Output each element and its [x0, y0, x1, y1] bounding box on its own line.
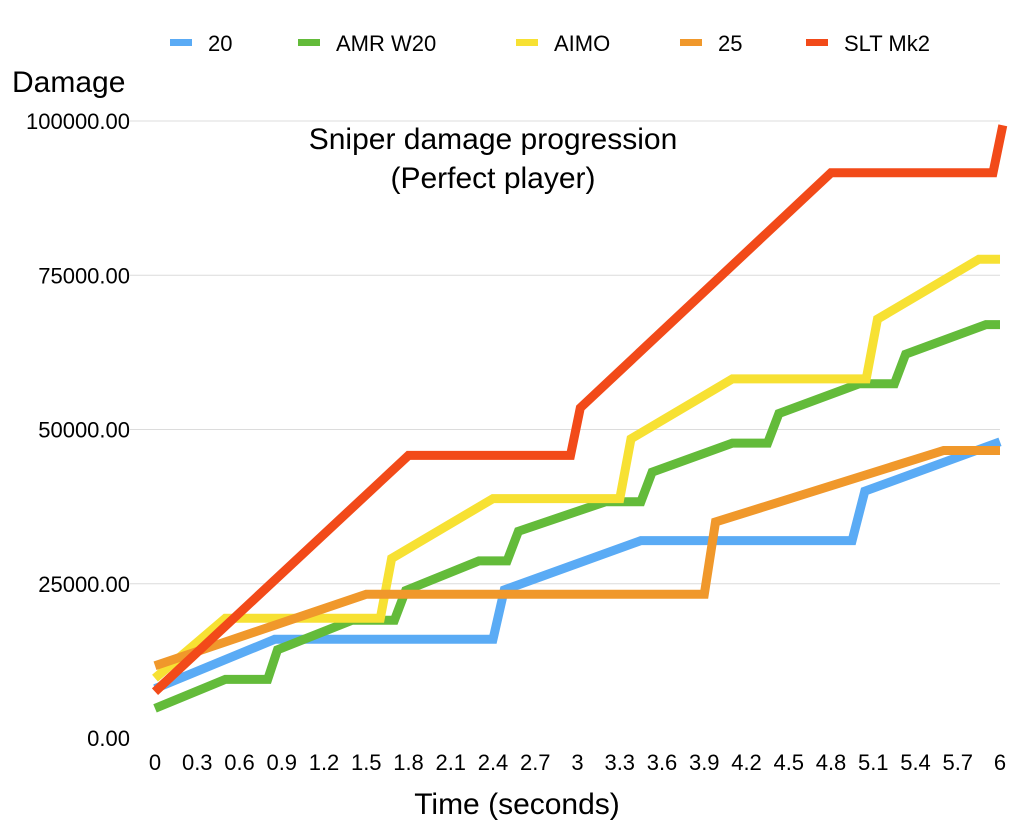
series-line-25: [153, 446, 1000, 671]
y-tick-label: 50000.00: [38, 418, 130, 443]
legend-swatch: [516, 39, 538, 46]
x-tick-label: 3.3: [604, 750, 635, 775]
legend-label: AMR W20: [336, 31, 436, 56]
legend-swatch: [680, 39, 702, 46]
legend-label: SLT Mk2: [844, 31, 930, 56]
y-axis-tick-labels: 0.00 25000.00 50000.00 75000.00 100000.00: [26, 109, 130, 751]
x-tick-label: 4.5: [773, 750, 804, 775]
chart-subtitle: (Perfect player): [390, 162, 595, 195]
x-axis-tick-labels: 0 0.3 0.6 0.9 1.2 1.5 1.8 2.1 2.4 2.7 3 3.3 3.6 3.9 4.…: [149, 750, 1006, 775]
x-tick-label: 5.7: [942, 750, 973, 775]
x-tick-label: 3.9: [689, 750, 720, 775]
x-axis-title: Time (seconds): [414, 788, 620, 821]
series-line-amr-w20: [153, 320, 1000, 713]
x-tick-label: 6: [994, 750, 1006, 775]
legend-label: 25: [718, 31, 742, 56]
gridlines: [130, 120, 1000, 585]
x-tick-label: 2.4: [478, 750, 509, 775]
series-lines: [151, 124, 1008, 713]
x-tick-label: 5.4: [900, 750, 931, 775]
x-tick-label: 1.8: [393, 750, 424, 775]
legend: 20 AMR W20 AIMO 25 SLT Mk2: [170, 31, 930, 56]
x-tick-label: 0: [149, 750, 161, 775]
legend-label: 20: [208, 31, 232, 56]
y-tick-label: 100000.00: [26, 109, 130, 134]
y-tick-label: 0.00: [87, 726, 130, 751]
legend-swatch: [806, 39, 828, 46]
x-tick-label: 3: [571, 750, 583, 775]
legend-label: AIMO: [554, 31, 610, 56]
legend-swatch: [170, 39, 192, 46]
y-tick-label: 75000.00: [38, 263, 130, 288]
series-line-aimo: [152, 254, 1000, 682]
x-tick-label: 2.7: [520, 750, 551, 775]
x-tick-label: 1.2: [309, 750, 340, 775]
legend-swatch: [298, 39, 320, 46]
x-tick-label: 4.2: [731, 750, 762, 775]
y-axis-title: Damage: [12, 66, 125, 99]
x-tick-label: 2.1: [435, 750, 466, 775]
x-tick-label: 0.9: [266, 750, 297, 775]
chart-title: Sniper damage progression: [309, 123, 678, 156]
x-tick-label: 1.5: [351, 750, 382, 775]
x-tick-label: 0.6: [224, 750, 255, 775]
x-tick-label: 3.6: [647, 750, 678, 775]
y-tick-label: 25000.00: [38, 572, 130, 597]
x-tick-label: 0.3: [182, 750, 213, 775]
series-line-slt-mk2: [151, 124, 1008, 695]
x-tick-label: 5.1: [858, 750, 889, 775]
x-tick-label: 4.8: [816, 750, 847, 775]
